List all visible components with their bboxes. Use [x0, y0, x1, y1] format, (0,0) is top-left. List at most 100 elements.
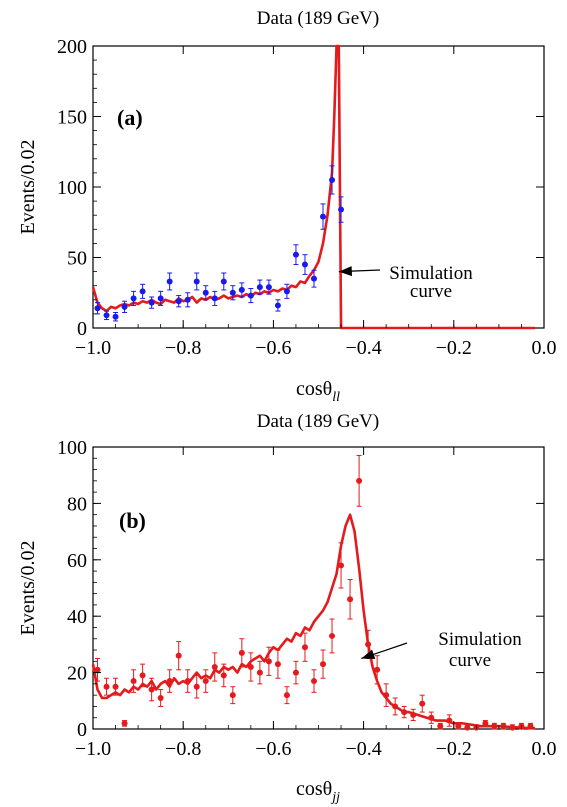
- chart-b-x-tick-label: 0.0: [532, 738, 557, 760]
- chart-b-x-axis-label-main: cosθ: [296, 778, 332, 800]
- chart-a-x-tick-label: −0.4: [345, 337, 381, 359]
- chart-b-data-point: [112, 683, 119, 690]
- chart-a-data-point: [292, 251, 299, 258]
- chart-b-y-tick-label: 60: [67, 550, 87, 572]
- chart-a-data-point: [184, 296, 191, 303]
- chart-b-data-point: [283, 692, 290, 699]
- chart-b-arrow-head: [361, 649, 376, 660]
- chart-a-points-layer: [94, 165, 345, 322]
- chart-b-data-point: [265, 658, 272, 665]
- chart-b-data-point: [491, 723, 498, 730]
- chart-a-data-point: [256, 284, 263, 291]
- chart-a-x-tick-label: −1.0: [75, 337, 111, 359]
- chart-a-data-point: [329, 176, 336, 183]
- chart-b-data-point: [437, 723, 444, 730]
- chart-b-data-point: [338, 562, 345, 569]
- chart-b-annotation-line-1: Simulation: [438, 629, 522, 650]
- chart-b-plot-frame: [92, 446, 545, 730]
- chart-a-y-tick-label: 100: [57, 177, 87, 199]
- chart-a-x-axis-label-sub: ll: [332, 390, 340, 405]
- chart-b-data-point: [329, 632, 336, 639]
- chart-a-data-point: [265, 284, 272, 291]
- chart-b-x-axis-label-sub: jj: [330, 790, 340, 805]
- chart-a-data-point: [139, 288, 146, 295]
- chart-b-data-point: [446, 717, 453, 724]
- chart-a-x-tick-label: −0.6: [255, 337, 291, 359]
- chart-b-x-axis-label: cosθjj: [296, 778, 340, 805]
- chart-b-y-tick-label: 80: [67, 493, 87, 515]
- chart-a-x-tick-label: −0.2: [436, 337, 472, 359]
- chart-b-y-tick-label: 0: [77, 719, 87, 741]
- chart-a-data-point: [229, 289, 236, 296]
- chart-b-title: Data (189 GeV): [257, 411, 379, 432]
- chart-a-plot-frame: [92, 45, 545, 329]
- chart-b-x-tick-label: −1.0: [75, 738, 111, 760]
- chart-b-data-point: [292, 669, 299, 676]
- chart-b-data-point: [509, 724, 516, 731]
- chart-a-x-axis-label: cosθll: [296, 378, 340, 405]
- chart-a-data-point: [103, 312, 110, 319]
- chart-a-title: Data (189 GeV): [257, 8, 379, 29]
- chart-b-data-point: [148, 686, 155, 693]
- chart-a-data-point: [220, 278, 227, 285]
- chart-a-data-point: [274, 302, 281, 309]
- chart-b-data-point: [139, 672, 146, 679]
- chart-a-x-axis-label-main: cosθ: [296, 378, 332, 400]
- chart-a-data-point: [166, 278, 173, 285]
- chart-b-data-point: [374, 666, 381, 673]
- chart-b-data-point: [482, 720, 489, 727]
- chart-b-curve-layer: [91, 513, 536, 730]
- chart-a-data-point: [157, 295, 164, 302]
- chart-b-y-tick-label: 100: [57, 437, 87, 459]
- chart-b-data-point: [310, 678, 317, 685]
- chart-a-y-tick-label: 0: [77, 318, 87, 340]
- chart-a-data-point: [94, 305, 101, 312]
- chart-b-data-point: [175, 652, 182, 659]
- chart-a-data-point: [247, 292, 254, 299]
- chart-b-y-tick-label: 20: [67, 663, 87, 685]
- chart-b-data-point: [274, 661, 281, 668]
- chart-a-data-point: [283, 288, 290, 295]
- chart-a-data-point: [320, 213, 327, 220]
- chart-b-data-point: [130, 678, 137, 685]
- chart-b-x-tick-label: −0.4: [345, 738, 381, 760]
- chart-b-data-point: [410, 711, 417, 718]
- chart-a-panel-label: (a): [117, 105, 143, 130]
- chart-a-y-tick-label: 150: [57, 107, 87, 129]
- chart-b-simulation-curve: [91, 513, 536, 730]
- chart-b-x-tick-label: −0.6: [255, 738, 291, 760]
- chart-b-data-point: [392, 703, 399, 710]
- chart-a-data-point: [238, 286, 245, 293]
- chart-a-data-point: [202, 289, 209, 296]
- chart-b-x-tick-label: −0.2: [436, 738, 472, 760]
- chart-b-ticks-layer: −1.0 −0.8 −0.6 −0.4 −0.2 0.0 0 20 40 60 80 100: [57, 437, 557, 760]
- chart-b-annotation-arrow: [361, 642, 408, 660]
- chart-b-data-point: [166, 678, 173, 685]
- chart-a: Data (189 GeV) −1.0 −0.8 −0.6 −0.4 −0.2 0.0 0 5…: [17, 8, 557, 405]
- chart-a-data-point: [310, 275, 317, 282]
- chart-b-data-point: [157, 694, 164, 701]
- chart-b-points-layer: [94, 454, 534, 731]
- chart-b-panel-label: (b): [119, 508, 146, 533]
- chart-a-data-point: [112, 313, 119, 320]
- chart-a-annotation-line-2: curve: [410, 281, 452, 302]
- chart-b-data-point: [527, 723, 534, 730]
- chart-a-ticks-layer: −1.0 −0.8 −0.6 −0.4 −0.2 0.0 0 50 100 150 200: [57, 36, 557, 359]
- chart-a-data-point: [338, 206, 345, 213]
- chart-b-data-point: [193, 683, 200, 690]
- chart-b-data-point: [347, 596, 354, 603]
- chart-a-data-point: [193, 278, 200, 285]
- chart-b-data-point: [211, 663, 218, 670]
- chart-b-y-axis-label: Events/0.02: [17, 541, 39, 636]
- chart-a-y-tick-label: 50: [67, 248, 87, 270]
- chart-a-data-point: [301, 261, 308, 268]
- chart-a-data-point: [175, 298, 182, 305]
- chart-b-data-point: [301, 644, 308, 651]
- chart-b-data-point: [103, 683, 110, 690]
- chart-a-x-tick-label: −0.8: [165, 337, 201, 359]
- chart-b-data-point: [184, 678, 191, 685]
- chart-a-data-point: [148, 299, 155, 306]
- chart-b-data-point: [256, 669, 263, 676]
- chart-b-x-tick-label: −0.8: [165, 738, 201, 760]
